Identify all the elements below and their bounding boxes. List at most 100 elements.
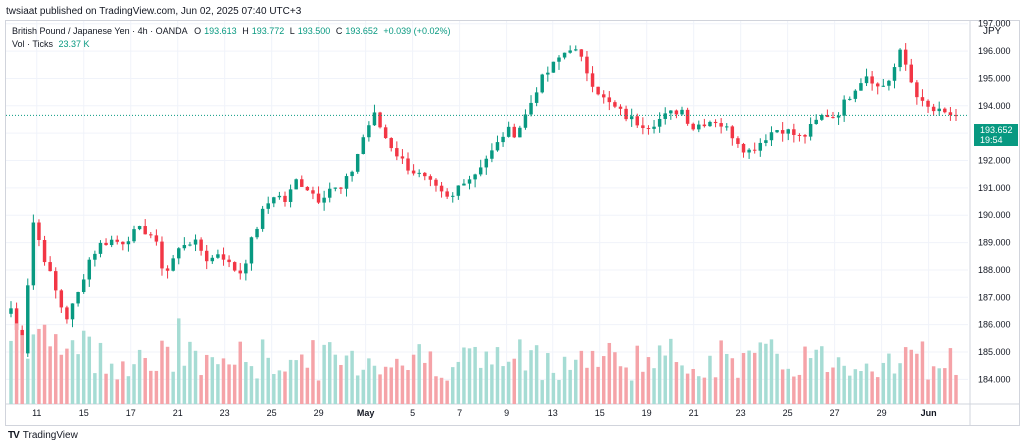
candle-body <box>65 307 69 320</box>
volume-bar <box>406 370 410 404</box>
current-price-value: 193.652 <box>980 125 1013 135</box>
volume-bar <box>719 340 723 404</box>
volume-bar <box>244 362 248 404</box>
low-value: 193.500 <box>297 26 331 36</box>
x-tick-label: 15 <box>595 408 605 418</box>
current-price-tag: 193.652 19:54 <box>974 124 1018 146</box>
candle-body <box>288 189 293 202</box>
volume-bar <box>596 366 600 404</box>
volume-bar <box>892 373 897 404</box>
candle-body <box>406 158 410 171</box>
volume-bar <box>322 344 326 404</box>
candle-body <box>540 74 544 93</box>
x-tick-label: 29 <box>314 408 324 418</box>
volume-bar <box>590 350 595 404</box>
candle-body <box>199 239 203 251</box>
volume-bar <box>283 371 287 404</box>
candle-body <box>87 259 92 280</box>
volume-bar <box>423 362 427 404</box>
volume-bar <box>9 340 13 404</box>
candle-body <box>887 80 891 86</box>
candle-body <box>445 191 449 197</box>
volume-bar <box>154 370 159 404</box>
candle-body <box>462 183 466 186</box>
volume-bar <box>305 367 310 404</box>
candle-body <box>551 61 556 73</box>
volume-bar <box>93 373 97 404</box>
candle-body <box>875 83 880 87</box>
volume-bar <box>484 351 489 404</box>
footer-brand[interactable]: TradingView <box>22 430 78 441</box>
candle-body <box>305 186 310 191</box>
candle-body <box>842 99 846 116</box>
volume-bar <box>859 371 863 404</box>
x-tick-label: 7 <box>457 408 462 418</box>
candle-body <box>311 190 315 194</box>
volume-bar <box>948 348 953 404</box>
candle-body <box>149 234 153 236</box>
volume-bar <box>691 368 695 404</box>
volume-bar <box>395 358 399 404</box>
candle-body <box>48 262 52 272</box>
volume-bar <box>926 379 930 404</box>
candle-body <box>361 137 366 154</box>
candle-body <box>98 242 103 254</box>
volume-bar <box>199 375 203 404</box>
candle-body <box>104 242 108 246</box>
volume-bar <box>59 354 64 404</box>
candle-body <box>277 195 282 198</box>
y-tick-label: 197.000 <box>978 19 1011 29</box>
candle-body <box>764 140 768 143</box>
volume-bar <box>803 346 807 404</box>
volume-label[interactable]: Vol · Ticks <box>12 39 54 49</box>
candle-body <box>177 248 181 259</box>
volume-bar <box>752 352 757 404</box>
volume-bar <box>126 376 131 404</box>
volume-bar <box>383 366 388 404</box>
volume-bar <box>518 339 522 404</box>
volume-bar <box>607 342 612 404</box>
candle-body <box>512 126 516 138</box>
symbol-title[interactable]: British Pound / Japanese Yen · 4h · OAND… <box>12 26 188 36</box>
volume-bar <box>624 367 628 404</box>
candle-body <box>752 149 757 151</box>
volume-bar <box>618 366 623 404</box>
volume-bar <box>920 341 925 404</box>
x-tick-label: 27 <box>830 408 840 418</box>
candle-body <box>892 67 897 81</box>
candle-body <box>339 187 343 189</box>
candle-body <box>652 126 656 129</box>
volume-bar <box>109 363 114 404</box>
volume-bar <box>238 341 242 404</box>
volume-bar <box>160 340 164 404</box>
candle-body <box>81 279 86 293</box>
volume-bar <box>842 365 846 404</box>
volume-bar <box>249 366 254 404</box>
volume-bar <box>635 345 640 404</box>
candle-body <box>171 258 175 271</box>
volume-bar <box>428 351 433 404</box>
candle-body <box>607 97 612 103</box>
volume-bar <box>255 378 259 404</box>
volume-bar <box>769 339 774 404</box>
volume-bar <box>327 342 332 404</box>
candle-body <box>294 179 298 190</box>
volume-bar <box>915 353 919 404</box>
volume-bar <box>417 344 421 404</box>
candle-body <box>126 241 131 245</box>
volume-bar <box>350 350 354 404</box>
candle-body <box>797 134 802 136</box>
candle-body <box>697 124 701 130</box>
volume-bar <box>736 377 740 404</box>
volume-bar <box>143 357 147 404</box>
volume-bar <box>473 346 477 404</box>
volume-bar <box>76 354 80 404</box>
volume-bar <box>702 377 707 404</box>
candle-body <box>283 195 287 202</box>
y-tick-label: 186.000 <box>978 320 1011 330</box>
volume-bar <box>792 376 796 404</box>
candle-body <box>635 116 640 126</box>
candle-body <box>870 76 874 84</box>
candle-body <box>182 245 187 249</box>
